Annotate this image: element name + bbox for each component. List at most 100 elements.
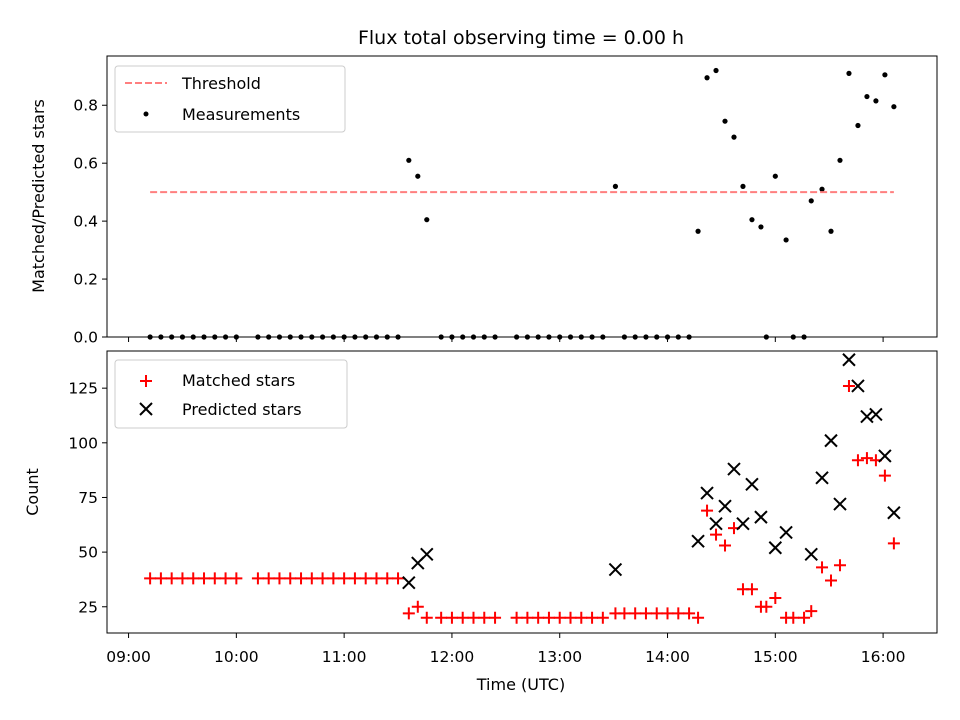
matched-star-point <box>833 559 846 572</box>
matched-star-point <box>842 379 855 392</box>
measurement-point <box>846 70 852 76</box>
matched-star-point <box>798 611 811 624</box>
matched-star-point <box>392 572 405 585</box>
matched-star-point <box>719 539 732 552</box>
measurement-point <box>722 118 728 124</box>
matched-star-point <box>445 611 458 624</box>
predicted-star-point <box>833 497 847 511</box>
bottom-x-tick-label: 09:00 <box>106 648 151 666</box>
matched-star-point <box>683 607 696 620</box>
bottom-x-tick-label: 13:00 <box>537 648 582 666</box>
threshold-legend-label: Threshold <box>181 74 261 93</box>
matched-star-point <box>359 572 372 585</box>
bottom-legend: Matched stars Predicted stars <box>114 359 348 429</box>
measurement-point <box>808 198 814 204</box>
matched-star-point <box>564 611 577 624</box>
matched-star-point <box>295 572 308 585</box>
predicted-star-point <box>691 534 705 548</box>
matched-star-point <box>816 561 829 574</box>
predicted-star-point <box>608 562 623 577</box>
bottom-axes-frame <box>106 350 938 634</box>
predicted-star-point <box>420 547 434 562</box>
measurement-point <box>415 173 421 179</box>
measurement-point <box>772 173 778 179</box>
matched-star-point <box>542 611 555 624</box>
matched-star-point <box>701 504 714 517</box>
measurement-point <box>749 217 755 223</box>
matched-star-point <box>596 611 609 624</box>
measurement-point <box>406 157 412 163</box>
matched-star-point <box>251 572 264 585</box>
measurement-point <box>819 186 825 192</box>
matched-star-point <box>629 607 642 620</box>
predicted-legend-label: Predicted stars <box>182 400 302 419</box>
bottom-y-tick-label: 100 <box>68 434 98 452</box>
predicted-star-point <box>709 516 723 531</box>
matched-star-point <box>805 605 818 618</box>
measurement-point <box>740 183 746 189</box>
measurement-point <box>882 72 888 78</box>
bottom-x-tick-label: 10:00 <box>214 648 259 666</box>
measurement-point <box>855 122 861 129</box>
matched-star-point <box>532 611 545 624</box>
predicted-star-point <box>768 541 783 555</box>
matched-star-point <box>851 454 864 467</box>
predicted-star-point <box>842 353 856 367</box>
measurement-point <box>731 134 737 140</box>
measurements-legend-swatch <box>143 111 149 117</box>
measurement-point <box>713 67 719 74</box>
matched-star-point <box>575 611 588 624</box>
matched-star-point <box>510 611 523 624</box>
matched-star-point <box>860 452 873 465</box>
matched-star-point <box>230 572 243 585</box>
matched-star-point <box>305 572 318 585</box>
matched-star-point <box>661 607 674 620</box>
bottom-y-tick-label: 50 <box>78 544 98 562</box>
matched-star-point <box>521 611 534 624</box>
matched-star-point <box>878 469 891 482</box>
matched-star-point <box>618 607 631 620</box>
matched-star-point <box>760 600 773 613</box>
top-y-tick-label: 0.2 <box>73 271 98 289</box>
measurement-point <box>828 228 834 234</box>
predicted-star-point <box>824 433 838 448</box>
matched-star-point <box>348 572 361 585</box>
top-y-tick-label: 0.6 <box>73 155 98 173</box>
matched-star-point <box>650 607 663 620</box>
measurement-point <box>704 75 710 81</box>
measurement-point <box>424 217 430 223</box>
predicted-star-point <box>727 462 741 476</box>
bottom-y-tick-label: 25 <box>78 598 98 616</box>
top-y-axis-label: Matched/Predicted stars <box>29 99 48 293</box>
matched-star-point <box>327 572 340 585</box>
matched-star-point <box>787 611 800 624</box>
matched-star-point <box>639 607 652 620</box>
predicted-star-point <box>878 449 892 463</box>
matched-star-point <box>467 611 480 624</box>
bottom-x-tick-label: 16:00 <box>861 648 906 666</box>
matched-star-point <box>208 572 221 585</box>
matched-star-point <box>710 528 723 541</box>
matched-star-point <box>825 574 838 587</box>
bottom-panel: 25 50 75 100 125 09:00 10:00 11:00 12:00 13:00 14… <box>23 350 938 694</box>
predicted-star-point <box>402 576 416 590</box>
top-y-tick-label: 0.0 <box>73 329 98 347</box>
matched-star-point <box>273 572 286 585</box>
bottom-y-axis-label: Count <box>23 468 42 516</box>
measurement-point <box>891 104 897 110</box>
top-legend: Threshold Measurements <box>114 65 346 133</box>
predicted-star-point <box>860 409 874 424</box>
matched-star-point <box>769 592 782 605</box>
measurements-legend-label: Measurements <box>182 105 300 124</box>
predicted-star-point <box>779 525 793 540</box>
matched-star-point <box>745 583 758 596</box>
matched-star-point <box>489 611 502 624</box>
matched-star-point <box>420 611 433 624</box>
matched-star-point <box>187 572 200 585</box>
top-axes-frame <box>106 55 938 338</box>
matched-star-point <box>411 600 424 613</box>
matched-star-point <box>284 572 297 585</box>
matched-star-point <box>672 607 685 620</box>
predicted-legend-swatch <box>139 402 153 416</box>
bottom-legend-box <box>114 359 348 429</box>
